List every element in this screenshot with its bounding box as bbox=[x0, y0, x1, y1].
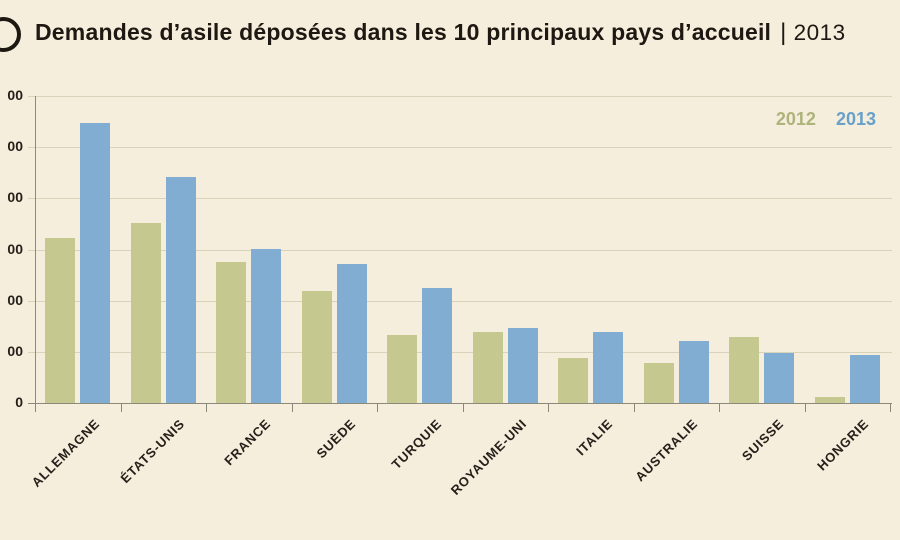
y-axis-label: 00 bbox=[7, 87, 23, 103]
bar-2012-suède bbox=[301, 291, 332, 403]
page-title: Demandes d’asile déposées dans les 10 pr… bbox=[35, 19, 846, 47]
x-axis-tick bbox=[633, 403, 635, 412]
bar-2013-suède bbox=[336, 264, 367, 403]
x-axis-tick bbox=[206, 403, 207, 412]
chart-legend: 2012 2013 bbox=[761, 109, 876, 130]
gridline-80000 bbox=[28, 198, 892, 200]
y-axis-label: 00 bbox=[7, 240, 23, 257]
chart-plot-area: 00 00 00 00 00 00 0 ALLEMAGNE ÉTATS-UNIS FRANCE SU… bbox=[7, 87, 892, 498]
circle-outline-icon bbox=[0, 17, 21, 52]
x-axis-tick bbox=[120, 403, 122, 412]
bar-2012-turquie bbox=[387, 335, 418, 403]
bar-2013-hongrie bbox=[849, 355, 880, 403]
bar-2013-italie bbox=[593, 332, 624, 403]
bar-2012-australie bbox=[643, 363, 674, 403]
x-axis-line bbox=[28, 403, 892, 404]
gridline-40000 bbox=[28, 300, 892, 302]
bar-2012-italie bbox=[558, 358, 589, 403]
y-axis-label: 00 bbox=[7, 189, 23, 206]
bar-2013-allemagne bbox=[80, 123, 111, 403]
bar-2013-suisse bbox=[764, 353, 795, 403]
bar-2012-allemagne bbox=[45, 238, 76, 403]
x-axis-tick bbox=[804, 403, 806, 412]
bar-2012-états-unis bbox=[130, 223, 161, 403]
gridline-120000 bbox=[28, 96, 892, 97]
y-axis-label: 00 bbox=[7, 291, 23, 308]
bar-2013-australie bbox=[678, 341, 709, 403]
y-axis-line bbox=[35, 96, 36, 412]
legend-item-2013: 2013 bbox=[835, 109, 876, 129]
x-axis-tick bbox=[719, 403, 720, 412]
gridline-60000 bbox=[28, 249, 892, 251]
asylum-bar-chart-page: Demandes d’asile déposées dans les 10 pr… bbox=[0, 17, 892, 498]
x-axis-tick bbox=[890, 403, 891, 412]
x-axis-tick bbox=[548, 403, 549, 412]
y-axis-label: 0 bbox=[15, 394, 23, 410]
title-separator: | bbox=[780, 19, 787, 46]
gridline-20000 bbox=[28, 351, 892, 353]
title-year: 2013 bbox=[793, 20, 846, 45]
x-axis-tick bbox=[291, 403, 293, 412]
gridline-100000 bbox=[28, 147, 892, 149]
y-axis-label: 00 bbox=[7, 138, 23, 155]
bar-2013-états-unis bbox=[165, 177, 196, 403]
bar-2012-suisse bbox=[729, 337, 760, 403]
bar-2012-hongrie bbox=[814, 397, 845, 403]
y-axis-label: 00 bbox=[7, 342, 23, 359]
bar-2013-france bbox=[251, 249, 282, 403]
bar-2013-turquie bbox=[422, 288, 453, 403]
x-axis-tick bbox=[377, 403, 378, 412]
legend-item-2012: 2012 bbox=[775, 109, 816, 129]
bar-2013-royaume-uni bbox=[507, 328, 538, 403]
bar-2012-france bbox=[216, 262, 247, 403]
bar-2012-royaume-uni bbox=[472, 332, 503, 403]
page-title-main: Demandes d’asile déposées dans les 10 pr… bbox=[35, 19, 772, 45]
x-axis-tick bbox=[462, 403, 464, 412]
